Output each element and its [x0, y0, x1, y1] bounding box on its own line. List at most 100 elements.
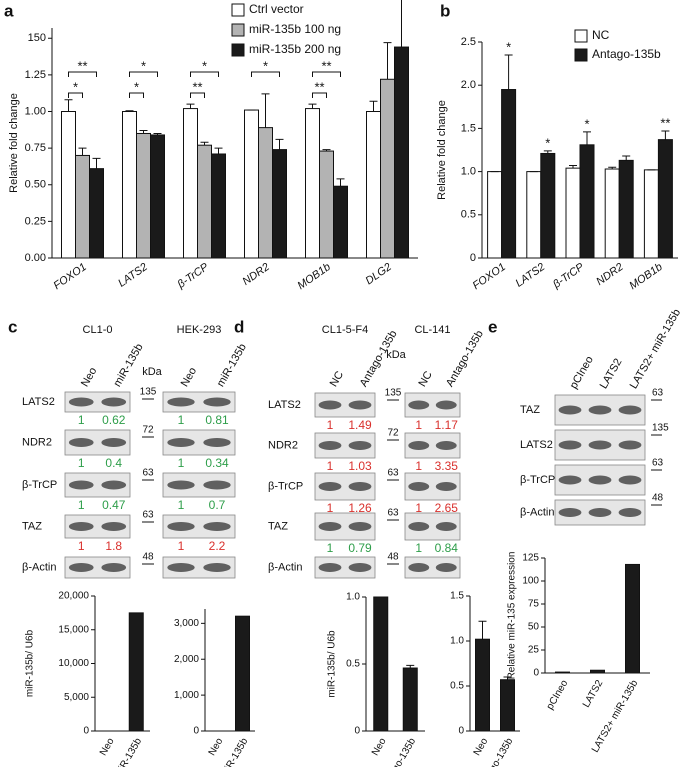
- y-tick-label: 150: [28, 32, 46, 44]
- protein-label: NDR2: [268, 439, 298, 451]
- x-tick-label: pCIneo: [545, 678, 571, 712]
- quantification: 1: [327, 541, 334, 555]
- blot-band: [68, 563, 94, 572]
- blot-band: [203, 522, 231, 531]
- blot-band: [618, 475, 642, 485]
- quantification: 1.8: [105, 539, 122, 553]
- significance-label: **: [321, 58, 331, 73]
- lane-label: Neo: [179, 365, 199, 388]
- y-axis-label: miR-135b/ U6b: [25, 629, 36, 697]
- marker-label: 63: [652, 458, 664, 469]
- blot-band: [101, 480, 127, 490]
- legend-swatch: [231, 3, 245, 17]
- y-tick-label: 15,000: [58, 624, 89, 635]
- bar: [380, 78, 395, 259]
- blot-band: [408, 400, 430, 410]
- error-bar: [153, 132, 162, 135]
- y-tick-label: 125: [522, 553, 539, 564]
- x-tick-label: NDR2: [240, 261, 271, 288]
- marker-label: 63: [142, 510, 154, 521]
- protein-label: β-Actin: [22, 561, 56, 573]
- bar: [604, 168, 620, 259]
- y-tick-label: 0: [458, 726, 464, 737]
- bar: [590, 669, 605, 674]
- bar: [61, 111, 76, 259]
- significance-label: **: [660, 115, 670, 130]
- y-tick-label: 1.0: [450, 636, 464, 647]
- blot-band: [435, 522, 457, 531]
- y-tick-label: 0: [354, 726, 360, 737]
- marker-label: 135: [385, 388, 402, 399]
- bar: [579, 144, 595, 259]
- y-tick-label: 10,000: [58, 658, 89, 669]
- legend-label: miR-135b 100 ng: [249, 22, 341, 36]
- blot-band: [588, 475, 612, 485]
- blot-band: [348, 441, 372, 450]
- error-bar: [214, 147, 223, 154]
- y-tick-label: 25: [528, 645, 540, 656]
- quantification: 0.79: [348, 541, 372, 555]
- error-bar: [200, 141, 209, 146]
- quantification: 0.47: [102, 498, 126, 512]
- y-tick-label: 1.00: [25, 105, 46, 117]
- blot-band: [435, 482, 457, 491]
- quantification: 1: [78, 498, 85, 512]
- quantification: 0.81: [205, 413, 229, 427]
- quantification: 1: [415, 459, 422, 473]
- protein-label: LATS2: [520, 439, 553, 451]
- significance-bracket: [251, 71, 280, 77]
- protein-label: LATS2: [22, 396, 55, 408]
- y-axis-label: Relative fold change: [436, 100, 448, 200]
- bar: [500, 679, 515, 732]
- significance-label: **: [192, 79, 202, 94]
- marker-label: 63: [387, 508, 399, 519]
- bar: [625, 563, 640, 674]
- blot-band: [101, 563, 127, 572]
- y-tick-label: 0: [83, 726, 89, 737]
- marker-label: 63: [387, 468, 399, 479]
- x-tick-label: Neo: [207, 736, 226, 758]
- bar: [197, 144, 212, 259]
- error-bar: [504, 54, 513, 90]
- y-tick-label: 1.0: [346, 592, 360, 603]
- blot-band: [408, 441, 430, 450]
- blot-band: [558, 475, 582, 485]
- x-tick-label: β-TrCP: [175, 261, 212, 292]
- bar: [366, 111, 381, 259]
- protein-label: β-TrCP: [520, 474, 555, 486]
- significance-label: *: [73, 79, 78, 94]
- x-tick-label: miR-135b: [219, 736, 250, 767]
- y-tick-label: 75: [528, 599, 540, 610]
- marker-label: 48: [652, 493, 664, 504]
- marker-label: 135: [140, 387, 157, 398]
- blot-band: [618, 405, 642, 415]
- quantification: 1.26: [348, 501, 372, 515]
- x-tick-label: FOXO1: [51, 261, 88, 292]
- blot-band: [435, 400, 457, 410]
- legend-swatch: [231, 43, 245, 57]
- bar: [258, 127, 273, 259]
- quantification: 1: [415, 418, 422, 432]
- error-bar: [308, 103, 317, 109]
- bar: [526, 171, 542, 259]
- x-tick-label: miR-135b: [113, 736, 144, 767]
- error-bar: [478, 620, 487, 640]
- blot-band: [68, 397, 94, 407]
- legend-label: Antago-135b: [592, 47, 661, 61]
- quantification: 0.34: [205, 456, 229, 470]
- blot-band: [167, 480, 195, 490]
- lane-label: LATS2+ miR-135b: [628, 307, 683, 391]
- error-bar: [64, 99, 73, 112]
- y-tick-label: 0: [533, 668, 539, 679]
- error-bar: [569, 165, 577, 169]
- significance-bracket: [68, 71, 97, 77]
- blot-band: [167, 397, 195, 407]
- lane-label: NC: [416, 369, 434, 389]
- bar: [128, 612, 144, 732]
- blot-band: [68, 438, 94, 447]
- bar: [565, 167, 581, 259]
- bar: [333, 185, 348, 259]
- bar: [475, 638, 490, 732]
- bar: [487, 171, 503, 259]
- error-bar: [622, 155, 631, 161]
